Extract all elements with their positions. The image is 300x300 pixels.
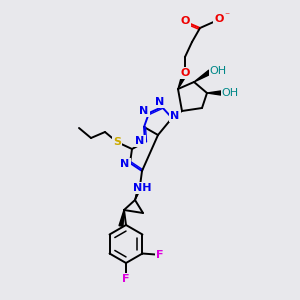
Polygon shape	[135, 185, 142, 200]
Text: O: O	[214, 14, 224, 24]
Text: N: N	[120, 159, 130, 169]
Text: OH: OH	[209, 66, 226, 76]
Text: S: S	[113, 137, 121, 147]
Text: N: N	[135, 136, 145, 146]
Text: N: N	[155, 97, 165, 107]
Text: ⁻: ⁻	[224, 11, 229, 21]
Polygon shape	[119, 210, 124, 226]
Text: F: F	[156, 250, 163, 260]
Text: OH: OH	[221, 88, 239, 98]
Text: N: N	[140, 106, 148, 116]
Text: O: O	[180, 68, 190, 78]
Text: N: N	[170, 111, 180, 121]
Text: F: F	[122, 274, 130, 284]
Polygon shape	[194, 70, 211, 82]
Text: O: O	[180, 16, 190, 26]
Polygon shape	[178, 72, 187, 89]
Polygon shape	[171, 111, 182, 120]
Text: NH: NH	[133, 183, 151, 193]
Polygon shape	[207, 91, 222, 95]
